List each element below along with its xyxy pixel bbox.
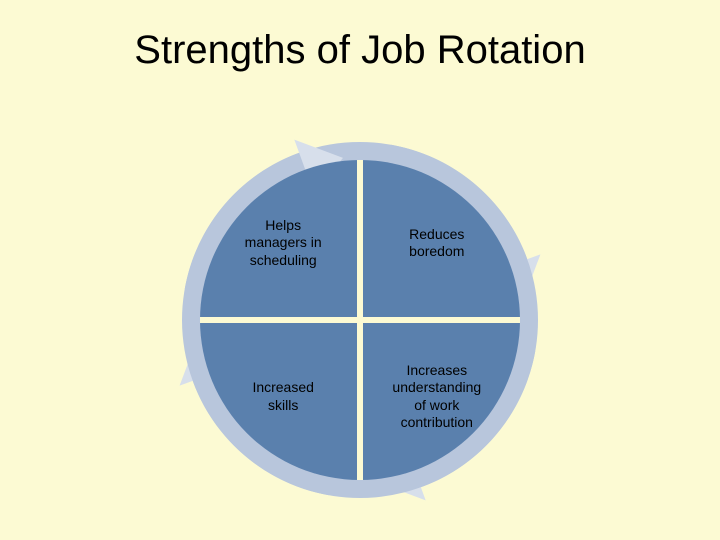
quadrant-label-bottom-left: Increased skills: [213, 379, 353, 414]
cycle-svg: [142, 102, 578, 538]
quadrant-label-bottom-right: Increases understanding of work contribu…: [367, 362, 507, 432]
quadrant-label-top-right: Reduces boredom: [367, 226, 507, 261]
slide: Strengths of Job Rotation Helps managers…: [0, 0, 720, 540]
quadrant-label-top-left: Helps managers in scheduling: [213, 217, 353, 270]
cycle-diagram: [142, 102, 578, 538]
slide-title: Strengths of Job Rotation: [0, 28, 720, 73]
